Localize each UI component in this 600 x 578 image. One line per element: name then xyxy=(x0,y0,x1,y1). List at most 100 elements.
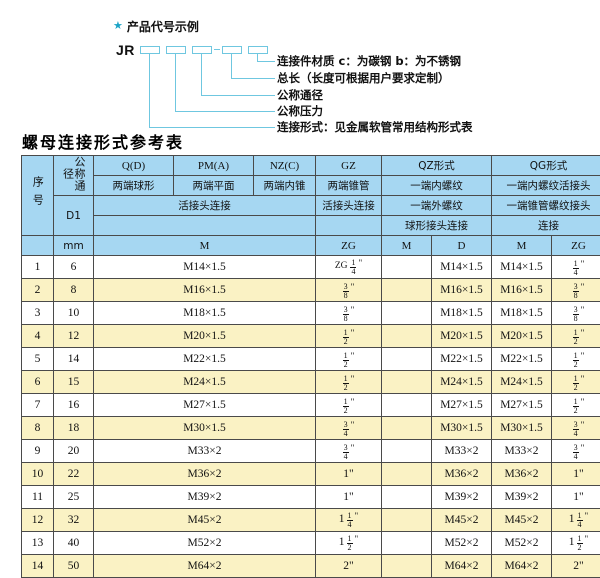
header-unit-qg-zg: ZG xyxy=(552,236,600,256)
cell-qz-m xyxy=(382,440,432,463)
leader-line-4-horizontal xyxy=(231,78,275,79)
cell-qz-d: M22×1.5 xyxy=(432,348,492,371)
leader-line-3-horizontal xyxy=(201,95,275,96)
star-icon: ★ xyxy=(113,21,123,32)
header-unit-seq xyxy=(22,236,54,256)
cell-dn: 25 xyxy=(54,486,94,509)
cell-seq: 6 xyxy=(22,371,54,394)
header-group-desc-qg: 一端内螺纹活接头 xyxy=(492,176,600,196)
code-box-3 xyxy=(192,46,212,54)
cell-qg-m: M45×2 xyxy=(492,509,552,532)
header-conn-qg: 一端锥管螺纹接头 xyxy=(492,196,600,216)
cell-qz-d: M24×1.5 xyxy=(432,371,492,394)
cell-qz-d: M30×1.5 xyxy=(432,417,492,440)
code-box-5 xyxy=(248,46,268,54)
cell-dn: 6 xyxy=(54,256,94,279)
cell-qg-m: M16×1.5 xyxy=(492,279,552,302)
header-group-code-nzc: NZ(C) xyxy=(254,156,316,176)
header-row-connection-type-2: 球形接头连接 连接 xyxy=(22,216,600,236)
header-unit-gz-zg: ZG xyxy=(316,236,382,256)
header-unit-mm: mm xyxy=(54,236,94,256)
cell-qz-m xyxy=(382,325,432,348)
cell-thread-m: M14×1.5 xyxy=(94,256,316,279)
cell-qg-m: M33×2 xyxy=(492,440,552,463)
leader-line-1-vertical xyxy=(149,54,150,128)
cell-qz-d: M14×1.5 xyxy=(432,256,492,279)
header-group-code-qz: QZ形式 xyxy=(382,156,492,176)
cell-qg-m: M64×2 xyxy=(492,555,552,578)
cell-qz-m xyxy=(382,348,432,371)
cell-seq: 13 xyxy=(22,532,54,555)
cell-qz-m xyxy=(382,555,432,578)
cell-seq: 5 xyxy=(22,348,54,371)
header-row-units: mm M ZG M D M ZG xyxy=(22,236,600,256)
header-seq-label: 序号 xyxy=(32,176,44,212)
cell-dn: 40 xyxy=(54,532,94,555)
leader-line-5-horizontal xyxy=(257,61,275,62)
header-conn2-gz xyxy=(316,216,382,236)
cell-qz-m xyxy=(382,417,432,440)
header-seq-cell: 序号 xyxy=(22,156,54,236)
header-group-desc-pma: 两端平面 xyxy=(174,176,254,196)
header-conn2-qdpmnz xyxy=(94,216,316,236)
cell-qz-m xyxy=(382,394,432,417)
header-group-code-qg: QG形式 xyxy=(492,156,600,176)
cell-qz-m xyxy=(382,463,432,486)
cell-seq: 8 xyxy=(22,417,54,440)
header-row-codes: 序号 公称通径 Q(D) PM(A) NZ(C) GZ QZ形式 QG形式 xyxy=(22,156,600,176)
cell-dn: 8 xyxy=(54,279,94,302)
product-code-title: 产品代号示例 xyxy=(127,18,199,35)
cell-qg-m: M27×1.5 xyxy=(492,394,552,417)
nut-connection-spec-table: 序号 公称通径 Q(D) PM(A) NZ(C) GZ QZ形式 QG形式 两端… xyxy=(21,155,600,578)
cell-qg-zg: 2" xyxy=(552,555,600,578)
cell-dn: 10 xyxy=(54,302,94,325)
cell-thread-m: M22×1.5 xyxy=(94,348,316,371)
cell-qg-m: M18×1.5 xyxy=(492,302,552,325)
cell-seq: 9 xyxy=(22,440,54,463)
cell-gz-zg: 1" xyxy=(316,463,382,486)
cell-thread-m: M33×2 xyxy=(94,440,316,463)
cell-qg-m: M52×2 xyxy=(492,532,552,555)
cell-qg-m: M39×2 xyxy=(492,486,552,509)
cell-thread-m: M18×1.5 xyxy=(94,302,316,325)
cell-qz-d: M52×2 xyxy=(432,532,492,555)
cell-qz-d: M18×1.5 xyxy=(432,302,492,325)
code-box-1 xyxy=(140,46,160,54)
cell-qz-m xyxy=(382,486,432,509)
cell-thread-m: M24×1.5 xyxy=(94,371,316,394)
header-dn-d1: D1 xyxy=(54,196,94,236)
cell-dn: 15 xyxy=(54,371,94,394)
header-group-desc-nzc: 两端内锥 xyxy=(254,176,316,196)
product-code-heading: ★ 产品代号示例 xyxy=(113,18,199,35)
header-conn2-qg: 连接 xyxy=(492,216,600,236)
spec-table-container: 序号 公称通径 Q(D) PM(A) NZ(C) GZ QZ形式 QG形式 两端… xyxy=(21,155,579,578)
cell-qg-m: M36×2 xyxy=(492,463,552,486)
cell-dn: 22 xyxy=(54,463,94,486)
cell-qz-m xyxy=(382,371,432,394)
header-group-desc-qd: 两端球形 xyxy=(94,176,174,196)
cell-seq: 10 xyxy=(22,463,54,486)
header-group-desc-qz: 一端内螺纹 xyxy=(382,176,492,196)
cell-thread-m: M64×2 xyxy=(94,555,316,578)
